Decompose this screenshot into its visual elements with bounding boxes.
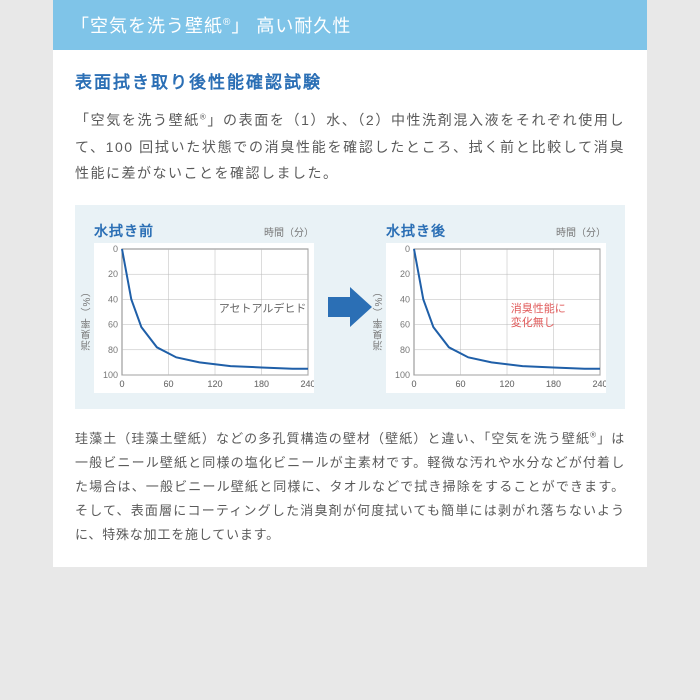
footer-a: 珪藻土（珪藻土壁紙）などの多孔質構造の壁材（壁紙）と違い、「空気を洗う壁紙 <box>75 431 590 446</box>
chart-after-title: 水拭き後 <box>386 221 446 241</box>
chart-before-title: 水拭き前 <box>94 221 154 241</box>
chart-after-plot: 消臭率（%） 060120180240020406080100060120180… <box>386 243 606 393</box>
x-axis-label: 時間（分） <box>264 224 314 239</box>
intro-paragraph: 「空気を洗う壁紙®」の表面を（1）水、（2）中性洗剤混入液をそれぞれ使用して、1… <box>75 107 625 187</box>
svg-text:消臭性能に: 消臭性能に <box>511 301 566 315</box>
svg-text:0: 0 <box>119 379 124 389</box>
y-axis-label: 消臭率（%） <box>80 285 95 350</box>
svg-text:60: 60 <box>400 319 410 329</box>
svg-text:0: 0 <box>405 244 410 254</box>
svg-text:40: 40 <box>108 294 118 304</box>
svg-text:180: 180 <box>546 379 561 389</box>
chart-before-head: 水拭き前 時間（分） <box>94 221 314 241</box>
svg-text:40: 40 <box>400 294 410 304</box>
chart-after-head: 水拭き後 時間（分） <box>386 221 606 241</box>
chart-before-plot: 消臭率（%） 060120180240020406080100060120180… <box>94 243 314 393</box>
arrow-icon <box>328 287 372 327</box>
intro-a: 「空気を洗う壁紙 <box>75 112 200 128</box>
chart-after: 水拭き後 時間（分） 消臭率（%） 0601201802400204060801… <box>386 221 606 393</box>
svg-text:80: 80 <box>108 345 118 355</box>
svg-text:80: 80 <box>400 345 410 355</box>
content-area: 表面拭き取り後性能確認試験 「空気を洗う壁紙®」の表面を（1）水、（2）中性洗剤… <box>53 50 647 567</box>
chart-after-svg: 060120180240020406080100060120180240消臭性能… <box>386 243 606 393</box>
section-heading: 表面拭き取り後性能確認試験 <box>75 68 625 93</box>
svg-text:240: 240 <box>300 379 314 389</box>
svg-text:変化無し: 変化無し <box>511 315 555 329</box>
svg-text:60: 60 <box>163 379 173 389</box>
svg-text:20: 20 <box>108 269 118 279</box>
svg-text:20: 20 <box>400 269 410 279</box>
chart-before: 水拭き前 時間（分） 消臭率（%） 0601201802400204060801… <box>94 221 314 393</box>
chart-band: 水拭き前 時間（分） 消臭率（%） 0 60 120 180 240 0 20 40 60 80 1… <box>75 205 625 409</box>
y-axis-label: 消臭率（%） <box>372 285 387 350</box>
banner-text-pre: 「空気を洗う壁紙 <box>71 16 223 36</box>
svg-text:60: 60 <box>108 319 118 329</box>
svg-text:240: 240 <box>592 379 606 389</box>
svg-text:60: 60 <box>455 379 465 389</box>
banner: 「空気を洗う壁紙®」 高い耐久性 <box>53 0 647 50</box>
footer-b: 」は一般ビニール壁紙と同様の塩化ビニールが主素材です。軽微な汚れや水分などが付着… <box>75 431 625 542</box>
svg-text:120: 120 <box>207 379 222 389</box>
chart-before-svg: 060120180240020406080100060120180240アセトア… <box>94 243 314 393</box>
footer-paragraph: 珪藻土（珪藻土壁紙）などの多孔質構造の壁材（壁紙）と違い、「空気を洗う壁紙®」は… <box>75 427 625 547</box>
svg-text:120: 120 <box>499 379 514 389</box>
svg-text:0: 0 <box>411 379 416 389</box>
svg-text:0: 0 <box>113 244 118 254</box>
svg-text:100: 100 <box>103 370 118 380</box>
banner-text-post: 」 高い耐久性 <box>231 16 351 36</box>
registered-mark: ® <box>590 430 597 439</box>
document-page: 「空気を洗う壁紙®」 高い耐久性 表面拭き取り後性能確認試験 「空気を洗う壁紙®… <box>53 0 647 567</box>
svg-text:アセトアルデヒド: アセトアルデヒド <box>219 301 307 315</box>
x-axis-label: 時間（分） <box>556 224 606 239</box>
svg-text:100: 100 <box>395 370 410 380</box>
svg-text:180: 180 <box>254 379 269 389</box>
